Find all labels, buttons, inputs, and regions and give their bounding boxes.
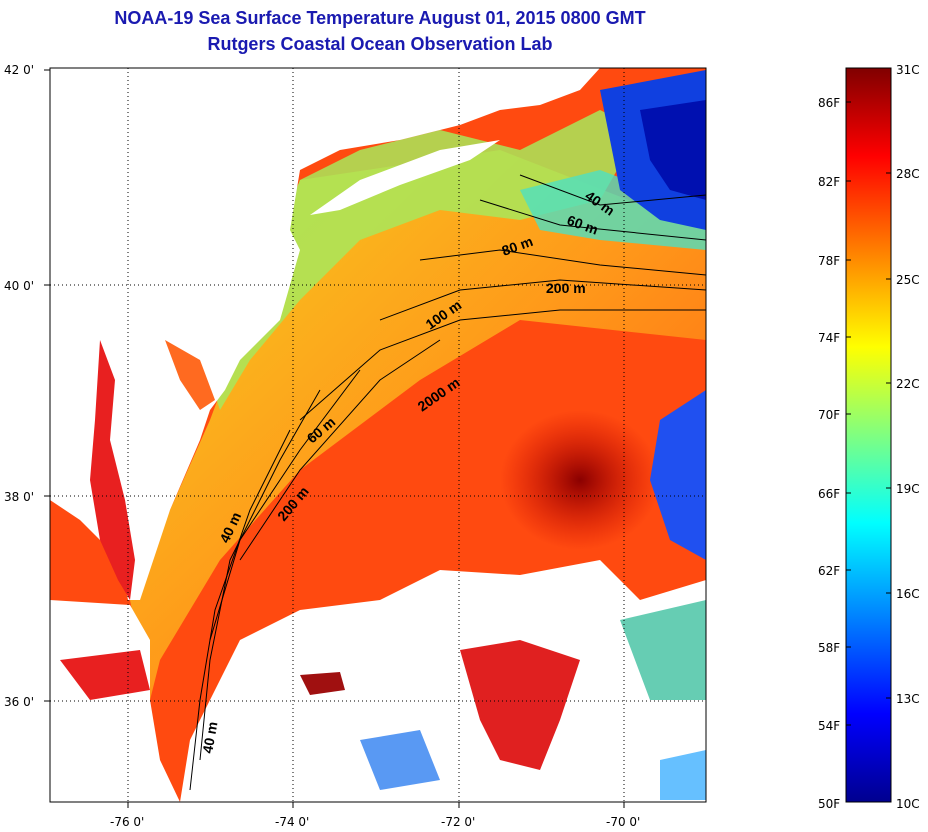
fahrenheit-label: 62F [818,564,840,578]
colorbar-ticks [846,101,891,726]
tick-marks [44,69,625,808]
celsius-label: 10C [896,797,920,811]
cold-patch-southeast [660,750,706,800]
contour-label: 40 m [199,720,220,754]
lon-tick-label: -72 0' [441,815,475,829]
cold-patch-east [650,390,706,560]
warm-patch-small [300,672,345,695]
map-frame [49,67,707,803]
graticule [50,68,706,802]
albemarle-sound [60,650,150,700]
cloud-cover [180,560,706,802]
celsius-label: 16C [896,587,920,601]
map-title: NOAA-19 Sea Surface Temperature August 0… [114,8,646,28]
chesapeake-bay [90,340,135,600]
lat-tick-label: 38 0' [4,490,34,504]
lat-tick-label: 40 0' [4,279,34,293]
warm-patch-south [460,640,580,770]
lat-tick-label: 42 0' [4,63,34,77]
celsius-label: 28C [896,167,920,181]
land-north [50,68,600,600]
fahrenheit-label: 86F [818,96,840,110]
fahrenheit-label: 50F [818,797,840,811]
temperature-colorbar: 86F 82F 78F 74F 70F 66F 62F 58F 54F 50F … [818,63,920,811]
land-south [50,600,180,802]
coldest-water [640,100,706,200]
lat-tick-label: 36 0' [4,695,34,709]
celsius-label: 13C [896,692,920,706]
fahrenheit-label: 66F [818,487,840,501]
fahrenheit-label: 54F [818,719,840,733]
sst-map: 40 m 60 m 80 m 200 m 100 m 2000 m 60 m 2… [4,63,707,829]
fahrenheit-label: 74F [818,331,840,345]
long-island [310,140,500,215]
colorbar-celsius-labels: 31C 28C 25C 22C 19C 16C 13C 10C [896,63,920,811]
map-subtitle: Rutgers Coastal Ocean Observation Lab [207,34,553,54]
colorbar-gradient [845,67,892,803]
lon-tick-label: -76 0' [110,815,144,829]
lon-tick-label: -70 0' [606,815,640,829]
delaware-bay [165,340,215,410]
cool-water-band [520,170,706,250]
bathymetry-contours [189,174,707,791]
fahrenheit-label: 70F [818,408,840,422]
contour-label: 200 m [546,280,586,296]
fahrenheit-label: 82F [818,175,840,189]
warm-core-eddy [500,410,660,550]
fahrenheit-label: 58F [818,641,840,655]
colorbar-fahrenheit-labels: 86F 82F 78F 74F 70F 66F 62F 58F 54F 50F [818,96,840,811]
coastal-cool-water [210,110,640,410]
celsius-label: 31C [896,63,920,77]
lon-tick-label: -74 0' [275,815,309,829]
cold-patch-south [360,730,440,790]
celsius-label: 19C [896,482,920,496]
celsius-label: 25C [896,273,920,287]
fahrenheit-label: 78F [818,254,840,268]
mixed-patch-east [620,600,706,700]
celsius-label: 22C [896,377,920,391]
